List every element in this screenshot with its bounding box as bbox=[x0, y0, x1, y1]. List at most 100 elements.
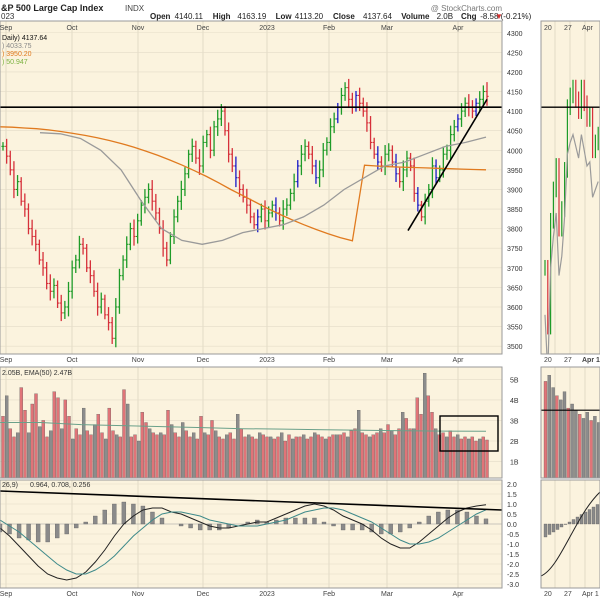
volume-bar bbox=[338, 434, 342, 478]
volume-bar bbox=[104, 438, 108, 478]
volume-bar bbox=[445, 436, 449, 478]
volume-bars bbox=[0, 373, 489, 478]
macd-tick-label: 2.0 bbox=[507, 482, 517, 489]
volume-bar bbox=[129, 436, 133, 478]
right-volume-bar bbox=[581, 418, 586, 478]
volume-bar bbox=[353, 428, 357, 478]
price-tick-label: 3700 bbox=[507, 266, 523, 273]
legend-entry: Daily) 4137.64 bbox=[2, 35, 47, 42]
macd-histogram-bar bbox=[207, 523, 212, 531]
volume-bar bbox=[467, 438, 471, 478]
volume-bar bbox=[371, 434, 375, 478]
volume-bar bbox=[133, 434, 137, 478]
volume-bar bbox=[23, 410, 27, 478]
volume-bar bbox=[27, 432, 31, 478]
volume-bar bbox=[78, 434, 82, 478]
right-volume-bar bbox=[559, 399, 563, 478]
price-axis: 3500 3550 3600 3650 3700 3750 3800 3850 3900 3950… bbox=[507, 31, 523, 351]
right-volume-bar bbox=[589, 420, 593, 478]
macd-histogram-bar bbox=[121, 501, 127, 525]
volume-bar bbox=[474, 440, 478, 478]
price-tick-label: 4000 bbox=[507, 148, 523, 155]
macd-indicator bbox=[0, 501, 489, 581]
price-panel-bg bbox=[0, 21, 502, 354]
top-month-label: Apr bbox=[453, 25, 465, 32]
macd-histogram-bar bbox=[436, 511, 441, 525]
top-month-label: Dec bbox=[197, 25, 210, 32]
volume-bar bbox=[291, 438, 295, 478]
price-bars bbox=[1, 78, 489, 348]
volume-bar bbox=[386, 424, 390, 478]
macd-histogram-bar bbox=[83, 521, 88, 525]
stat-label: High bbox=[213, 12, 231, 21]
volume-bar bbox=[349, 430, 353, 478]
price-tick-label: 3800 bbox=[507, 227, 523, 234]
volume-tick-label: 3B bbox=[510, 418, 519, 425]
volume-bar bbox=[111, 430, 115, 478]
macd-tick-label: 1.0 bbox=[507, 502, 517, 509]
volume-panel-border bbox=[0, 366, 503, 479]
mid-month-label: Nov bbox=[132, 357, 145, 364]
volume-bar bbox=[243, 436, 247, 478]
right-mid-date: 27 bbox=[564, 357, 572, 364]
macd-histogram-bar bbox=[398, 523, 403, 533]
macd-histogram-bar bbox=[7, 523, 12, 535]
volume-bar bbox=[452, 436, 456, 478]
volume-bar bbox=[298, 436, 302, 478]
volume-bar bbox=[415, 397, 419, 478]
volume-bar bbox=[441, 432, 445, 478]
right-macd bbox=[541, 491, 600, 577]
bottom-month-label: Mar bbox=[381, 591, 394, 598]
bottom-month-label: Dec bbox=[197, 591, 210, 598]
volume-bar bbox=[170, 424, 174, 478]
volume-bar bbox=[122, 389, 126, 478]
stat-label: Close bbox=[333, 12, 355, 21]
volume-bar bbox=[379, 428, 383, 478]
support-trendline bbox=[407, 98, 488, 232]
macd-histogram-bar bbox=[197, 523, 203, 531]
price-tick-label: 4050 bbox=[507, 129, 523, 136]
bottom-month-label: Oct bbox=[67, 591, 78, 598]
volume-bar bbox=[265, 436, 269, 478]
mid-date-axis: Sep Oct Nov Dec 2023 Feb Mar Apr bbox=[0, 357, 464, 364]
bottom-month-label: Feb bbox=[323, 591, 335, 598]
macd-tick-label: -1.0 bbox=[507, 542, 519, 549]
volume-bar bbox=[177, 436, 181, 478]
right-volume-bar bbox=[562, 391, 567, 478]
right-macd-bar bbox=[547, 523, 552, 535]
volume-legend: 2.05B, EMA(50) 2.47B bbox=[2, 370, 72, 377]
right-panel-date-axis: 20 27 Apr 20 27 Apr 1 20 27 Apr 1 bbox=[544, 25, 600, 598]
volume-bar bbox=[364, 434, 368, 478]
volume-bar bbox=[63, 399, 67, 478]
volume-bar bbox=[470, 436, 474, 478]
right-macd-bar bbox=[571, 519, 576, 525]
macd-tick-label: 0.0 bbox=[507, 522, 517, 529]
macd-tick-label: -0.5 bbox=[507, 532, 519, 539]
volume-bar bbox=[82, 407, 86, 478]
stat-value: 4137.64 bbox=[363, 12, 392, 21]
volume-bar bbox=[272, 438, 276, 478]
volume-bar bbox=[89, 434, 93, 478]
volume-bar bbox=[19, 387, 23, 478]
volume-bar bbox=[217, 436, 221, 478]
price-panel-border bbox=[0, 20, 503, 355]
volume-bar bbox=[166, 410, 170, 478]
volume-highlight-box bbox=[439, 415, 499, 452]
volume-bar bbox=[287, 434, 291, 478]
macd-histogram-bar bbox=[140, 505, 146, 525]
volume-bar bbox=[382, 432, 386, 478]
volume-bar bbox=[210, 420, 214, 478]
volume-bar bbox=[49, 430, 53, 478]
volume-bar bbox=[60, 428, 64, 478]
price-tick-label: 3550 bbox=[507, 325, 523, 332]
volume-tick-label: 1B bbox=[510, 460, 519, 467]
volume-bar bbox=[195, 438, 199, 478]
top-month-label: Oct bbox=[67, 25, 78, 32]
macd-tick-label: 1.5 bbox=[507, 492, 517, 499]
macd-histogram-bar bbox=[45, 523, 50, 543]
macd-histogram-bar bbox=[350, 523, 355, 531]
volume-bar bbox=[309, 436, 313, 478]
volume-bar bbox=[320, 436, 324, 478]
volume-bar bbox=[162, 434, 166, 478]
volume-bar bbox=[430, 412, 434, 478]
